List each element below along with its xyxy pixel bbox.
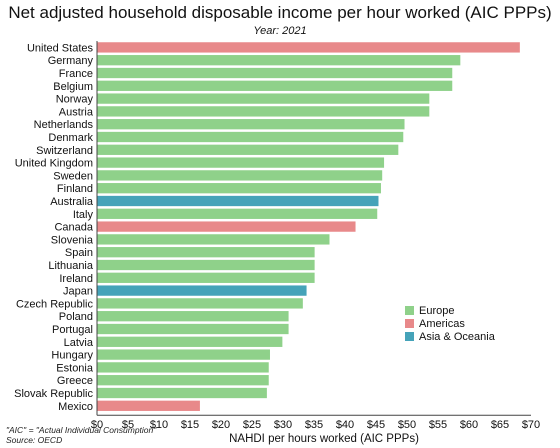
legend-swatch-europe (405, 306, 414, 315)
legend: Europe Americas Asia & Oceania (405, 304, 495, 343)
category-label-latvia: Latvia (64, 337, 94, 349)
chart-subtitle: Year: 2021 (253, 25, 307, 37)
category-label-belgium: Belgium (53, 81, 93, 93)
bar-greece (97, 375, 269, 386)
bar-sweden (97, 170, 383, 181)
legend-item-americas: Americas (405, 317, 495, 330)
x-tick-label: $25 (243, 419, 261, 431)
aic-footnote: "AIC" = "Actual Individual Consumption" (6, 425, 157, 435)
category-label-poland: Poland (59, 311, 93, 323)
x-tick-label: $15 (181, 419, 199, 431)
bar-denmark (97, 131, 404, 143)
bar-netherlands (97, 119, 405, 130)
category-label-australia: Australia (50, 196, 94, 208)
category-label-france: France (59, 68, 93, 80)
category-label-austria: Austria (59, 106, 94, 118)
x-tick-label: $60 (460, 419, 478, 431)
bar-portugal (97, 323, 289, 335)
bar-finland (97, 183, 381, 194)
category-label-czech-republic: Czech Republic (16, 298, 94, 310)
bar-austria (97, 106, 430, 117)
category-label-united-kingdom: United Kingdom (15, 158, 93, 170)
x-tick-label: $30 (274, 419, 292, 431)
category-label-slovenia: Slovenia (51, 234, 94, 246)
legend-label-americas: Americas (419, 317, 465, 330)
category-label-greece: Greece (57, 375, 93, 387)
x-tick-label: $65 (491, 419, 509, 431)
category-label-italy: Italy (73, 209, 94, 221)
category-label-hungary: Hungary (51, 350, 93, 362)
bar-norway (97, 93, 430, 104)
category-label-germany: Germany (48, 55, 94, 67)
category-label-denmark: Denmark (48, 132, 93, 144)
category-label-estonia: Estonia (56, 362, 94, 374)
x-tick-label: $20 (212, 419, 230, 431)
bar-belgium (97, 80, 453, 91)
x-tick-label: $35 (305, 419, 323, 431)
category-label-spain: Spain (65, 247, 93, 259)
bar-poland (97, 311, 289, 322)
x-axis-label: NAHDI per hours worked (AIC PPPs) (229, 433, 419, 445)
category-label-finland: Finland (57, 183, 93, 195)
bar-united-kingdom (97, 157, 385, 168)
bar-italy (97, 208, 378, 219)
chart-title: Net adjusted household disposable income… (8, 3, 552, 22)
category-label-norway: Norway (56, 94, 94, 106)
category-label-sweden: Sweden (53, 170, 93, 182)
legend-label-europe: Europe (419, 304, 455, 317)
bar-hungary (97, 349, 270, 360)
bar-latvia (97, 336, 283, 347)
x-tick-label: $5 (122, 419, 134, 431)
bar-japan (97, 285, 307, 296)
bar-slovak-republic (97, 387, 267, 399)
bar-united-states (97, 42, 520, 53)
category-label-portugal: Portugal (52, 324, 93, 336)
category-label-canada: Canada (54, 222, 93, 234)
category-label-lithuania: Lithuania (48, 260, 94, 272)
legend-label-asia-oceania: Asia & Oceania (419, 330, 495, 343)
category-label-ireland: Ireland (59, 273, 93, 285)
bar-ireland (97, 272, 315, 283)
bar-lithuania (97, 259, 315, 271)
legend-swatch-americas (405, 319, 414, 328)
x-tick-label: $55 (429, 419, 447, 431)
x-tick-label: $40 (336, 419, 354, 431)
category-label-slovak-republic: Slovak Republic (14, 388, 93, 400)
x-tick-label: $50 (398, 419, 416, 431)
x-tick-label: $45 (367, 419, 385, 431)
category-label-netherlands: Netherlands (34, 119, 94, 131)
category-label-switzerland: Switzerland (36, 145, 93, 157)
bar-switzerland (97, 144, 399, 155)
bar-estonia (97, 362, 269, 373)
bar-australia (97, 195, 379, 207)
category-label-mexico: Mexico (58, 401, 93, 413)
bar-france (97, 67, 453, 79)
bar-slovenia (97, 234, 330, 245)
category-label-japan: Japan (63, 286, 93, 298)
source-note: Source: OECD (6, 435, 63, 445)
category-label-united-states: United States (27, 42, 94, 54)
legend-item-asia-oceania: Asia & Oceania (405, 330, 495, 343)
legend-item-europe: Europe (405, 304, 495, 317)
x-tick-label: $70 (522, 419, 540, 431)
bar-mexico (97, 400, 200, 411)
bar-spain (97, 247, 315, 258)
bar-germany (97, 55, 461, 66)
bar-canada (97, 221, 356, 232)
bar-czech-republic (97, 298, 303, 309)
x-tick-label: $0 (91, 419, 103, 431)
x-tick-label: $10 (150, 419, 168, 431)
legend-swatch-asia-oceania (405, 332, 414, 341)
